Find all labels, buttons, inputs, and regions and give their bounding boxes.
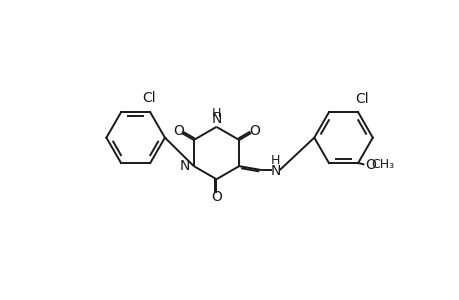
Text: O: O bbox=[211, 190, 221, 204]
Text: N: N bbox=[179, 159, 190, 173]
Text: H: H bbox=[270, 154, 280, 167]
Text: Cl: Cl bbox=[354, 92, 368, 106]
Text: Cl: Cl bbox=[142, 92, 155, 105]
Text: N: N bbox=[211, 112, 221, 126]
Text: H: H bbox=[211, 107, 221, 120]
Text: N: N bbox=[270, 164, 280, 178]
Text: O: O bbox=[248, 124, 259, 138]
Text: CH₃: CH₃ bbox=[370, 158, 393, 171]
Text: O: O bbox=[364, 158, 375, 172]
Text: O: O bbox=[173, 124, 184, 138]
